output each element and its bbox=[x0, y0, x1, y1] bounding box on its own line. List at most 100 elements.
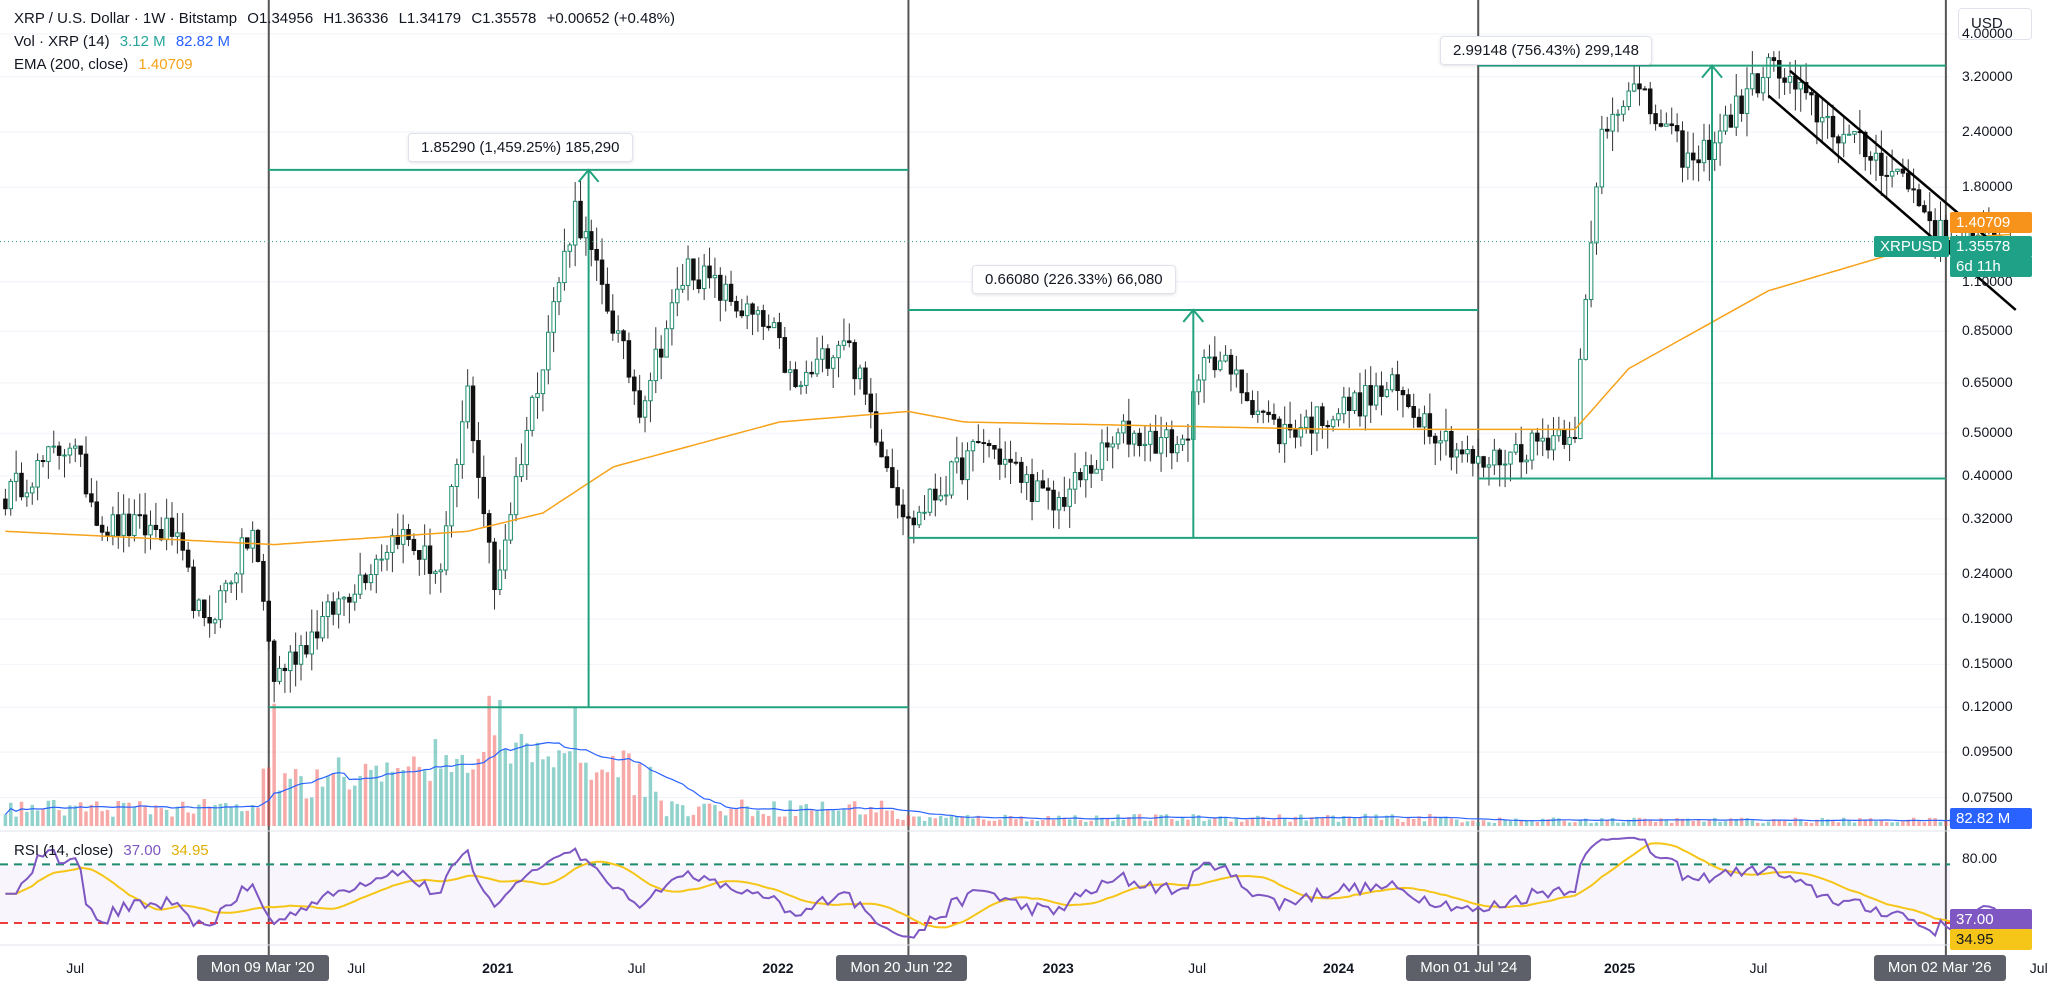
volume-bar bbox=[299, 776, 303, 826]
candle-body bbox=[1234, 369, 1239, 375]
candle-body bbox=[804, 371, 809, 386]
candle-body bbox=[1911, 188, 1916, 191]
time-axis-label: Jul bbox=[66, 960, 85, 976]
candle-body bbox=[696, 279, 702, 290]
candle-body bbox=[1029, 474, 1035, 502]
volume-bar bbox=[422, 770, 427, 826]
volume-bar bbox=[987, 820, 991, 826]
candle-body bbox=[1836, 136, 1841, 144]
candle-body bbox=[99, 524, 105, 533]
legend-ema[interactable]: EMA (200, close) 1.40709 bbox=[14, 56, 199, 73]
volume-bar bbox=[363, 763, 368, 826]
volume-bar bbox=[1906, 819, 1910, 826]
volume-bar bbox=[487, 695, 491, 826]
volume-bar bbox=[546, 756, 551, 826]
price-axis-label: 0.07500 bbox=[1962, 788, 2013, 805]
candle-body bbox=[798, 384, 804, 388]
volume-bar bbox=[901, 819, 905, 826]
candle-body bbox=[1862, 131, 1868, 158]
price-axis-label: 0.32000 bbox=[1962, 509, 2013, 526]
volume-bar bbox=[197, 804, 201, 826]
candle-body bbox=[379, 558, 384, 561]
measurement-label-3[interactable]: 2.99148 (756.43%) 299,148 bbox=[1440, 36, 1652, 65]
candle-body bbox=[1583, 299, 1588, 360]
candle-body bbox=[1755, 73, 1760, 94]
volume-bar bbox=[831, 810, 835, 826]
volume-bar bbox=[1164, 814, 1169, 826]
candle-body bbox=[1879, 152, 1884, 176]
volume-bar bbox=[14, 816, 18, 826]
ohlc-close: C1.35578 bbox=[471, 10, 537, 27]
volume-bar bbox=[664, 816, 669, 826]
legend-volume[interactable]: Vol · XRP (14) 3.12 M 82.82 M bbox=[14, 33, 236, 50]
volume-bar bbox=[885, 810, 889, 826]
candle-body bbox=[986, 442, 992, 447]
volume-bar bbox=[906, 815, 911, 826]
volume-bar bbox=[1895, 822, 1900, 826]
volume-bar bbox=[750, 816, 755, 826]
candle-body bbox=[1889, 170, 1895, 177]
volume-bar bbox=[1358, 817, 1362, 826]
candle-body bbox=[1572, 436, 1578, 440]
candle-body bbox=[1072, 472, 1078, 490]
volume-bar bbox=[1385, 815, 1389, 826]
candle-body bbox=[1701, 139, 1707, 164]
candle-body bbox=[900, 504, 906, 518]
volume-bar bbox=[1368, 818, 1373, 826]
symbol-title[interactable]: XRP / U.S. Dollar · 1W · Bitstamp bbox=[14, 10, 238, 27]
volume-bar bbox=[492, 735, 497, 826]
volume-bar bbox=[723, 815, 728, 826]
candle-body bbox=[352, 593, 358, 603]
volume-bar bbox=[315, 769, 319, 826]
candle-body bbox=[572, 200, 578, 246]
volume-bar bbox=[1739, 817, 1744, 826]
volume-bar bbox=[331, 772, 336, 826]
candle-body bbox=[723, 283, 728, 301]
candle-body bbox=[1277, 418, 1282, 445]
volume-bar bbox=[1100, 817, 1104, 826]
volume-bar bbox=[1648, 820, 1652, 826]
volume-bar bbox=[1481, 820, 1486, 826]
volume-bar bbox=[1514, 818, 1518, 826]
volume-bar bbox=[1030, 819, 1034, 826]
candle-body bbox=[89, 493, 94, 503]
candle-body bbox=[787, 369, 793, 373]
candle-body bbox=[218, 590, 223, 621]
measurement-label-2[interactable]: 0.66080 (226.33%) 66,080 bbox=[972, 265, 1176, 294]
candle-body bbox=[492, 541, 497, 591]
candle-body bbox=[277, 667, 282, 682]
volume-bar bbox=[922, 820, 927, 826]
candle-body bbox=[1776, 60, 1782, 79]
currency-button[interactable]: USD bbox=[1958, 8, 2032, 40]
volume-bar bbox=[788, 800, 792, 826]
volume-bar bbox=[1933, 818, 1937, 826]
candle-body bbox=[1406, 394, 1411, 408]
candle-body bbox=[610, 310, 616, 334]
volume-bar bbox=[62, 815, 67, 826]
volume-bar bbox=[78, 802, 83, 826]
candle-body bbox=[943, 494, 949, 497]
candle-body bbox=[1432, 435, 1438, 444]
volume-bar bbox=[267, 767, 271, 826]
candle-body bbox=[1212, 356, 1218, 371]
volume-bar bbox=[740, 799, 744, 826]
measurement-label-1[interactable]: 1.85290 (1,459.25%) 185,290 bbox=[408, 133, 633, 162]
volume-bar bbox=[1573, 822, 1577, 826]
candle-body bbox=[1551, 435, 1556, 451]
price-axis-label: 0.65000 bbox=[1962, 373, 2013, 390]
volume-bar bbox=[627, 753, 631, 826]
candle-body bbox=[535, 393, 540, 398]
candle-body bbox=[540, 369, 546, 395]
candle-body bbox=[836, 344, 841, 359]
volume-bar bbox=[1051, 820, 1056, 826]
legend-rsi[interactable]: RSI (14, close) 37.00 34.95 bbox=[14, 842, 215, 859]
volume-bar bbox=[1406, 817, 1411, 826]
volume-bar bbox=[1325, 815, 1330, 826]
candle-body bbox=[1336, 413, 1341, 421]
candle-body bbox=[1567, 436, 1572, 445]
candle-body bbox=[1373, 385, 1379, 406]
candle-body bbox=[159, 528, 164, 541]
candle-body bbox=[1739, 95, 1744, 114]
volume-bar bbox=[412, 756, 416, 826]
